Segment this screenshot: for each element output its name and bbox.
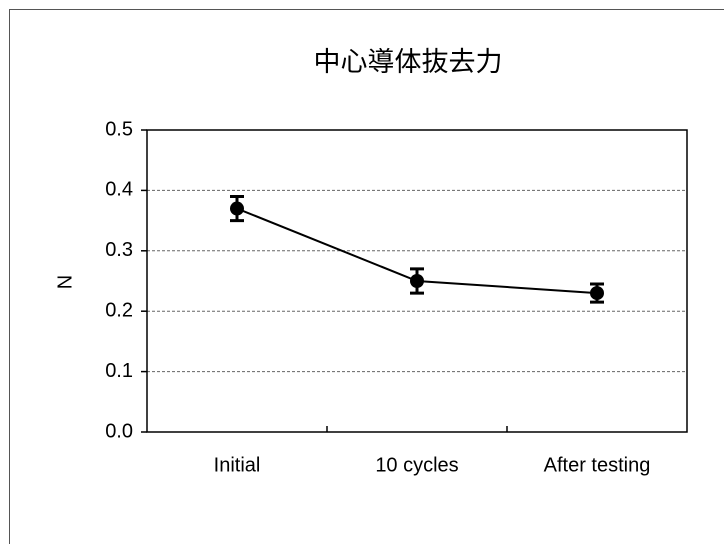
y-axis-label: N [54, 275, 76, 289]
marker [590, 286, 604, 301]
y-tick-label: 0.2 [105, 299, 133, 321]
y-tick-label: 0.5 [105, 118, 133, 140]
y-tick-label: 0.4 [105, 179, 133, 201]
x-tick-label: Initial [214, 454, 261, 476]
y-tick-label: 0.3 [105, 239, 133, 261]
marker [230, 201, 244, 216]
y-tick-label: 0.0 [105, 420, 133, 442]
chart-title: 中心導体抜去力 [314, 47, 503, 77]
x-tick-label: 10 cycles [375, 454, 458, 476]
y-tick-label: 0.1 [105, 360, 133, 382]
x-tick-label: After testing [544, 454, 651, 476]
chart-frame [9, 9, 724, 544]
marker [410, 274, 424, 288]
plot-frame [146, 129, 688, 433]
